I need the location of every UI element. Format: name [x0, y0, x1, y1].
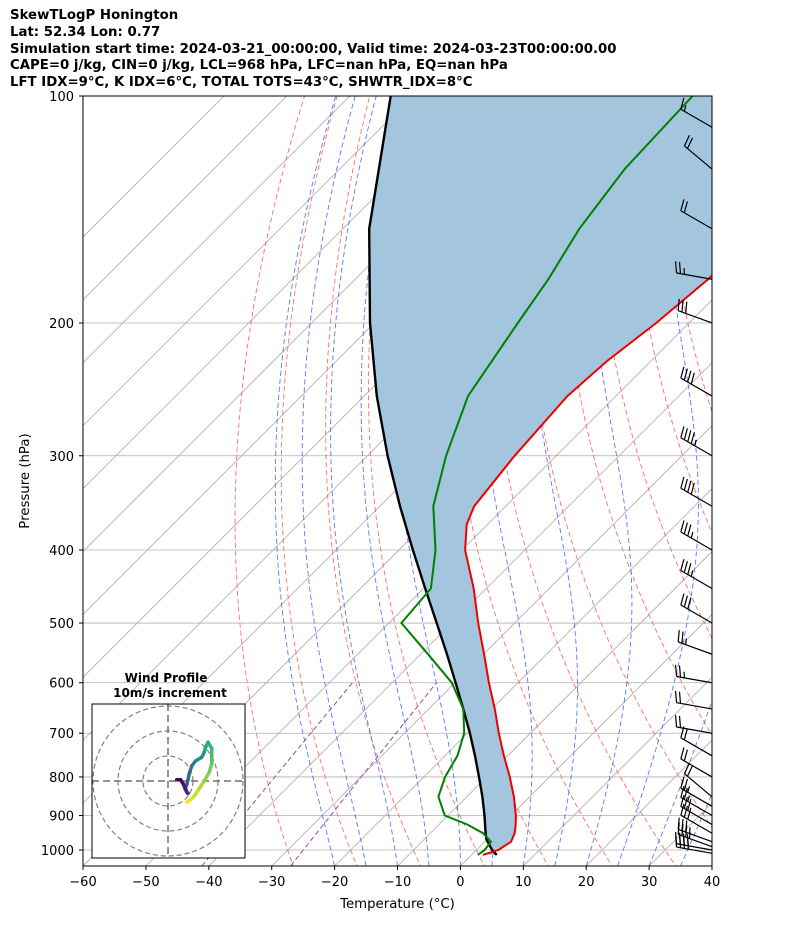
x-tick-label: 40 — [704, 875, 721, 890]
parcel-profile-line — [367, 96, 498, 856]
isotherm-line — [83, 96, 288, 301]
hodograph-frame — [91, 703, 246, 859]
indices-line-1: CAPE=0 j/kg, CIN=0 j/kg, LCL=968 hPa, LF… — [10, 58, 508, 74]
cin-shading — [369, 96, 712, 855]
x-tick-label: −20 — [321, 875, 348, 890]
wind-barb — [680, 520, 713, 551]
y-tick-label: 400 — [49, 544, 74, 559]
wind-barb — [680, 785, 713, 817]
wind-barb — [674, 261, 713, 280]
wind-barb — [680, 559, 713, 590]
wind-barb — [680, 199, 713, 230]
x-tick-label: 10 — [515, 875, 532, 890]
y-tick-label: 1000 — [41, 844, 74, 859]
y-tick-label: 200 — [49, 317, 74, 332]
isotherm-line — [83, 96, 413, 427]
dry-adiabat-line — [761, 96, 794, 869]
x-axis-label: Temperature (°C) — [339, 897, 455, 912]
dry-adiabat-line — [234, 96, 305, 866]
isotherm-line — [711, 865, 712, 866]
isotherm-line — [145, 299, 712, 866]
y-tick-label: 500 — [49, 617, 74, 632]
wind-barb — [677, 298, 713, 324]
wind-barb — [674, 664, 713, 684]
wind-barb — [680, 776, 713, 807]
x-tick-label: −40 — [195, 875, 222, 890]
dewpoint-line — [400, 96, 694, 856]
x-tick-label: −60 — [69, 875, 96, 890]
wind-barb — [683, 762, 713, 798]
y-tick-label: 600 — [49, 677, 74, 692]
moist-adiabat-line — [711, 864, 712, 866]
x-tick-label: 30 — [641, 875, 658, 890]
location-line: Lat: 52.34 Lon: 0.77 — [10, 24, 161, 40]
wind-barb — [674, 715, 713, 734]
dry-adiabat-line — [662, 96, 712, 414]
wind-barb — [680, 803, 713, 834]
isotherm-line — [83, 96, 351, 364]
time-line: Simulation start time: 2024-03-21_00:00:… — [10, 41, 617, 57]
wind-barb — [677, 630, 713, 655]
chart-title: SkewTLogP Honington — [10, 8, 179, 23]
wind-barb — [674, 690, 713, 710]
wind-barb — [674, 831, 713, 851]
y-tick-label: 900 — [49, 810, 74, 825]
mixing-ratio-line — [201, 682, 353, 866]
isotherm-line — [523, 676, 712, 866]
y-tick-label: 700 — [49, 727, 74, 742]
indices-line-2: LFT IDX=9°C, K IDX=6°C, TOTAL TOTS=43°C,… — [10, 75, 473, 91]
dry-adiabat-line — [280, 96, 358, 866]
dry-adiabat-line — [325, 96, 422, 866]
hodograph-subtitle: 10m/s increment — [113, 686, 227, 700]
dry-adiabat-line — [367, 96, 486, 866]
wind-barb — [680, 366, 713, 397]
y-tick-label: 300 — [49, 450, 74, 465]
dry-adiabat-line — [629, 96, 712, 534]
hodograph — [91, 703, 246, 859]
wind-barb — [680, 97, 713, 128]
wind-barb — [680, 747, 713, 778]
chart-header: SkewTLogP Honington Lat: 52.34 Lon: 0.77… — [10, 8, 617, 92]
moist-adiabat-line — [301, 96, 367, 866]
moist-adiabat-line — [274, 96, 337, 866]
x-tick-label: 20 — [578, 875, 595, 890]
moist-adiabat-line — [360, 96, 430, 866]
x-tick-label: −50 — [132, 875, 159, 890]
y-axis-label: Pressure (hPa) — [18, 433, 33, 528]
moist-adiabat-line — [617, 96, 699, 866]
isotherm-line — [397, 550, 712, 866]
x-tick-label: −10 — [384, 875, 411, 890]
x-tick-label: 0 — [456, 875, 464, 890]
wind-barb — [677, 817, 713, 843]
isotherm-line — [83, 96, 225, 238]
temperature-line — [464, 274, 712, 856]
x-tick-label: −30 — [258, 875, 285, 890]
plot-area — [83, 96, 794, 869]
y-tick-label: 100 — [49, 90, 74, 105]
moist-adiabat-line — [648, 699, 712, 866]
y-tick-label: 800 — [49, 771, 74, 786]
wind-barbs — [674, 97, 713, 854]
wind-barb — [680, 593, 713, 624]
dry-adiabat-line — [728, 96, 794, 869]
moist-adiabat-line — [330, 96, 398, 866]
wind-barb — [680, 794, 713, 826]
moist-adiabat-line — [680, 793, 712, 866]
isotherm-line — [460, 613, 712, 866]
wind-barb — [683, 135, 713, 170]
moist-adiabat-line — [585, 96, 633, 866]
wind-barb — [680, 426, 713, 457]
wind-barb — [680, 476, 713, 507]
isotherm-line — [271, 425, 712, 866]
isotherm-line — [83, 96, 476, 490]
mixing-ratio-line — [290, 682, 437, 866]
hodograph-title: Wind Profile — [125, 671, 208, 685]
